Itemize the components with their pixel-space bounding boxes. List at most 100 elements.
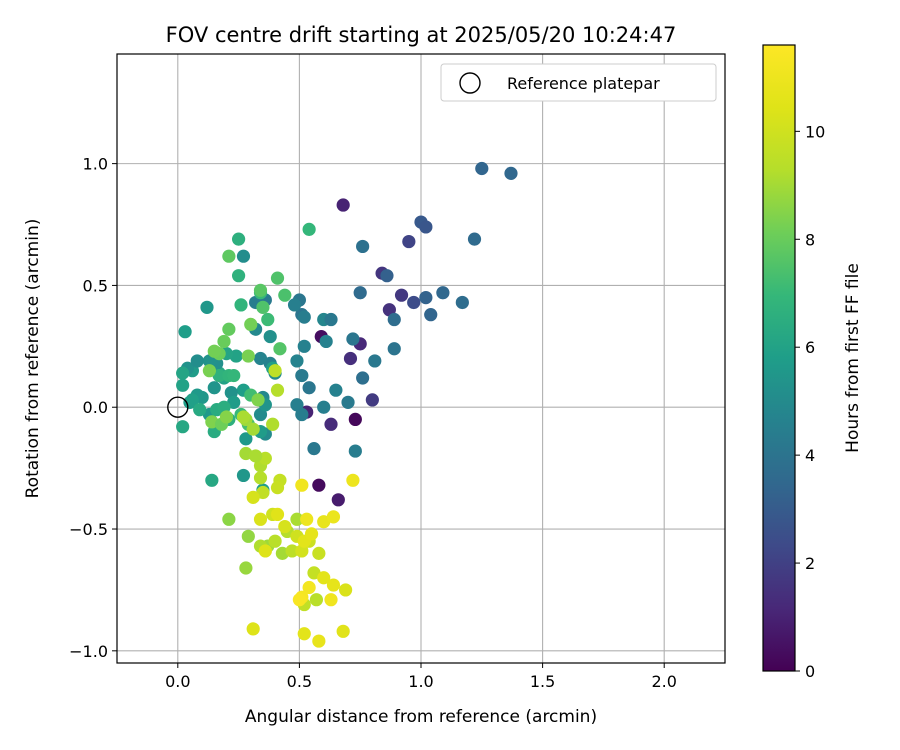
data-point-144 [268, 534, 282, 548]
data-point-16 [419, 220, 433, 234]
data-point-41 [297, 339, 311, 353]
data-point-7 [343, 351, 358, 366]
data-point-169 [339, 583, 353, 597]
legend-marker-reference [459, 72, 481, 94]
colorbar: 0 2 4 6 8 10 Hours from first FF file [762, 44, 863, 681]
data-point-126 [244, 317, 258, 331]
data-point-109 [270, 271, 285, 285]
data-point-42 [290, 354, 304, 368]
data-point-152 [312, 546, 326, 560]
data-point-21 [436, 286, 450, 300]
data-point-121 [219, 410, 234, 424]
data-point-110 [273, 342, 287, 356]
legend-label-reference: Reference platepar [507, 74, 660, 93]
reference-platepar-marker [167, 396, 189, 418]
data-point-30 [346, 332, 360, 346]
data-point-53 [253, 407, 268, 422]
data-point-86 [176, 366, 190, 380]
data-point-17 [475, 161, 489, 176]
data-point-112 [256, 300, 270, 314]
data-point-14 [407, 295, 421, 310]
y-tick-label-2: 0.0 [83, 398, 108, 417]
data-point-136 [266, 417, 280, 431]
data-point-161 [278, 519, 292, 534]
data-point-20 [419, 291, 433, 305]
data-point-90 [176, 420, 190, 434]
data-point-8 [365, 393, 379, 407]
data-point-33 [348, 444, 362, 458]
data-point-40 [295, 407, 309, 422]
colorbar-tick-label-2: 4 [805, 446, 815, 465]
data-point-148 [290, 512, 304, 526]
colorbar-tick-label-0: 0 [805, 662, 815, 681]
data-point-151 [307, 566, 321, 580]
data-point-165 [326, 510, 341, 524]
data-point-159 [258, 544, 272, 558]
colorbar-ticks: 0 2 4 6 8 10 [795, 122, 825, 681]
data-point-45 [319, 334, 333, 349]
data-point-98 [227, 368, 241, 383]
grid-layer [117, 54, 725, 663]
data-point-115 [217, 334, 231, 349]
data-point-58 [263, 329, 277, 344]
data-point-99 [232, 232, 246, 246]
data-point-32 [341, 395, 355, 409]
data-point-6 [324, 417, 338, 431]
data-point-166 [300, 512, 314, 526]
data-point-62 [239, 432, 253, 446]
data-point-118 [202, 364, 217, 378]
data-point-10 [382, 303, 396, 317]
data-point-125 [241, 349, 255, 363]
legend: Reference platepar [440, 63, 717, 102]
data-point-85 [178, 325, 192, 339]
data-point-174 [292, 593, 306, 607]
reference-layer [167, 396, 189, 418]
data-point-156 [246, 490, 260, 504]
data-point-91 [190, 354, 204, 368]
data-point-163 [304, 527, 319, 541]
data-point-172 [302, 580, 316, 595]
data-point-75 [207, 381, 221, 395]
data-point-135 [249, 449, 263, 463]
data-point-113 [222, 249, 236, 263]
colorbar-label: Hours from first FF file [843, 263, 863, 453]
data-point-102 [302, 222, 316, 236]
data-point-171 [317, 571, 331, 585]
colorbar-gradient [762, 44, 796, 672]
data-point-22 [455, 295, 469, 310]
data-point-23 [424, 308, 438, 322]
data-point-127 [251, 393, 265, 407]
data-point-60 [236, 249, 251, 263]
data-point-38 [295, 368, 309, 383]
data-point-124 [239, 561, 253, 575]
data-point-51 [253, 351, 268, 366]
data-point-175 [324, 593, 338, 607]
data-point-34 [329, 383, 343, 397]
data-point-18 [504, 166, 518, 180]
x-tick-label-2: 1.0 [408, 672, 433, 691]
data-point-48 [297, 310, 311, 324]
data-point-101 [234, 298, 248, 312]
data-point-2 [331, 493, 345, 507]
y-tick-label-1: −0.5 [69, 520, 108, 539]
data-point-19 [467, 232, 482, 246]
y-axis-label: Rotation from reference (arcmin) [23, 219, 43, 499]
data-point-147 [285, 544, 299, 558]
data-point-176 [246, 622, 260, 636]
x-tick-label-3: 1.5 [530, 672, 555, 691]
data-point-178 [312, 634, 326, 648]
data-point-70 [227, 395, 241, 409]
data-point-137 [270, 383, 285, 397]
data-point-76 [202, 354, 217, 368]
data-point-129 [246, 422, 260, 436]
data-point-26 [353, 286, 367, 300]
data-point-158 [253, 512, 268, 526]
legend-box [440, 63, 717, 102]
y-tick-label-3: 0.5 [83, 276, 108, 295]
data-point-1 [348, 412, 362, 426]
data-point-61 [236, 468, 251, 483]
data-point-104 [261, 312, 275, 327]
data-point-49 [287, 298, 302, 312]
